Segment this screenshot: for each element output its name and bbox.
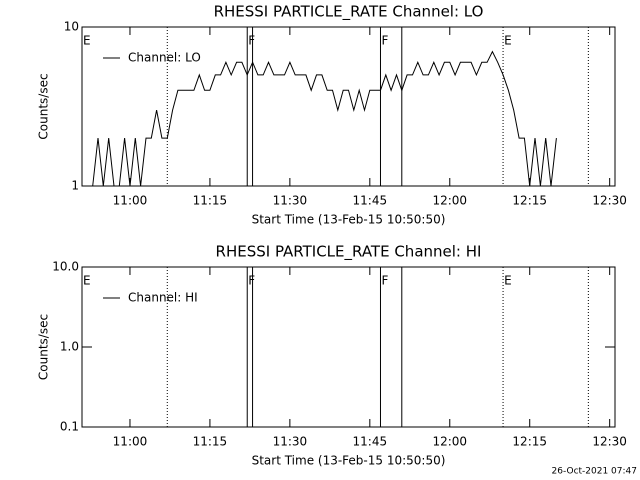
x-axis-label: Start Time (13-Feb-15 10:50:50) <box>252 213 446 227</box>
y-tick-label: 1 <box>71 179 79 193</box>
flag-label: F <box>381 274 388 288</box>
x-axis-label: Start Time (13-Feb-15 10:50:50) <box>252 454 446 468</box>
flag-label: E <box>504 274 512 288</box>
x-tick-label: 11:15 <box>193 435 228 449</box>
y-tick-label: 10.0 <box>52 260 79 274</box>
plot-frame <box>81 26 616 187</box>
y-axis-label: Counts/sec <box>37 314 51 380</box>
x-tick-label: 11:30 <box>273 194 308 208</box>
flag-label: E <box>83 274 91 288</box>
x-tick-label: 12:00 <box>432 194 467 208</box>
timestamp: 26-Oct-2021 07:47 <box>552 467 637 477</box>
flag-label: F <box>248 274 255 288</box>
flag-label: E <box>83 34 91 48</box>
data-line <box>92 50 557 187</box>
x-tick-label: 11:00 <box>113 435 148 449</box>
x-tick-label: 12:30 <box>592 435 627 449</box>
y-axis-label: Counts/sec <box>37 73 51 139</box>
flag-label: F <box>381 34 388 48</box>
legend-label: Channel: LO <box>128 51 201 65</box>
y-tick-label: 0.1 <box>60 420 79 434</box>
x-tick-label: 12:15 <box>512 194 547 208</box>
x-tick-label: 11:00 <box>113 194 148 208</box>
chart-title: RHESSI PARTICLE_RATE Channel: LO <box>214 3 484 22</box>
y-tick-label: 10 <box>64 20 79 34</box>
x-tick-label: 11:45 <box>353 194 388 208</box>
x-tick-label: 11:15 <box>193 194 228 208</box>
x-tick-label: 12:30 <box>592 194 627 208</box>
x-tick-label: 11:45 <box>353 435 388 449</box>
flag-label: F <box>248 34 255 48</box>
x-tick-label: 11:30 <box>273 435 308 449</box>
chart-title: RHESSI PARTICLE_RATE Channel: HI <box>216 243 482 262</box>
y-tick-label: 1.0 <box>60 340 79 354</box>
flag-label: E <box>504 34 512 48</box>
x-tick-label: 12:00 <box>432 435 467 449</box>
legend-label: Channel: HI <box>128 291 198 305</box>
x-tick-label: 12:15 <box>512 435 547 449</box>
